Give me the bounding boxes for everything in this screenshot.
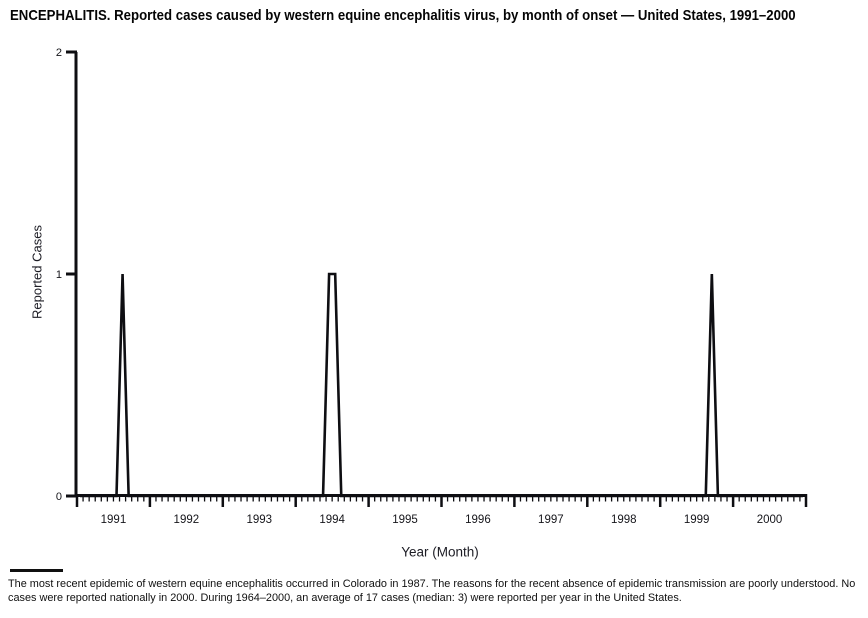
footnote-rule xyxy=(10,569,63,572)
x-year-label: 1999 xyxy=(684,514,710,526)
x-year-label: 1992 xyxy=(174,514,200,526)
x-year-label: 1994 xyxy=(319,514,345,526)
x-year-label: 1991 xyxy=(101,514,127,526)
y-tick-label: 0 xyxy=(56,491,62,503)
footnote-text: The most recent epidemic of western equi… xyxy=(8,578,856,604)
x-year-label: 2000 xyxy=(757,514,783,526)
y-tick-label: 1 xyxy=(56,269,62,281)
x-year-label: 1993 xyxy=(246,514,272,526)
cases-series-line xyxy=(80,272,803,498)
y-axis-label: Reported Cases xyxy=(29,225,45,319)
x-year-label: 1996 xyxy=(465,514,491,526)
y-tick-label: 2 xyxy=(56,47,62,59)
x-year-label: 1995 xyxy=(392,514,418,526)
chart-title: ENCEPHALITIS. Reported cases caused by w… xyxy=(10,7,796,24)
x-year-label: 1997 xyxy=(538,514,564,526)
x-year-label: 1998 xyxy=(611,514,637,526)
x-axis-label: Year (Month) xyxy=(401,544,479,560)
